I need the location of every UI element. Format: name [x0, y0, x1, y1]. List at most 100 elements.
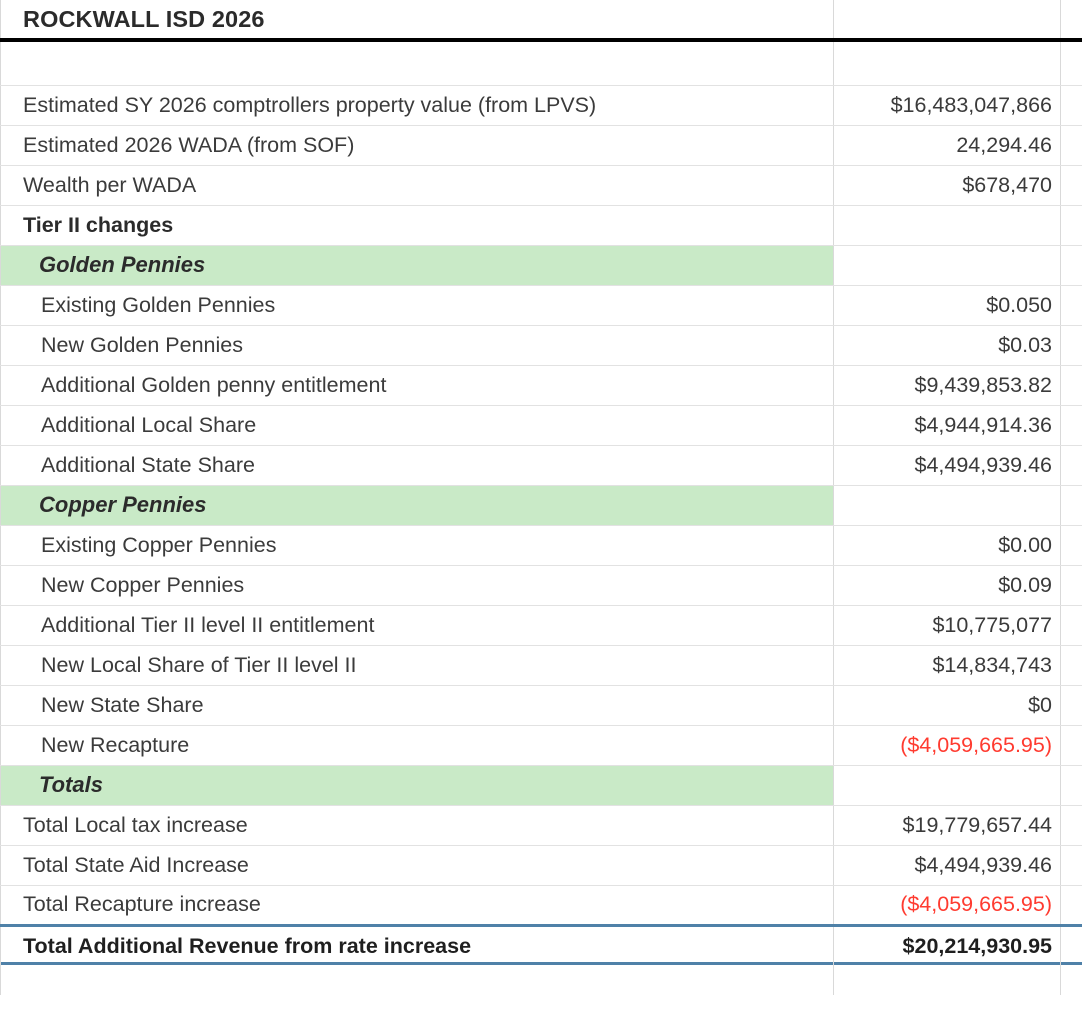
- row-value-cell[interactable]: $0.050: [833, 285, 1061, 326]
- table-row[interactable]: Existing Golden Pennies $0.050: [0, 285, 1082, 326]
- section-header-row[interactable]: Golden Pennies: [0, 245, 1082, 286]
- section-header-label[interactable]: Copper Pennies: [0, 485, 834, 526]
- row-tail-cell[interactable]: [1060, 85, 1082, 126]
- row-tail-cell[interactable]: [1060, 923, 1082, 965]
- row-label-cell[interactable]: Additional State Share: [0, 445, 834, 486]
- row-label-cell[interactable]: Additional Tier II level II entitlement: [0, 605, 834, 646]
- row-tail-cell[interactable]: [1060, 40, 1082, 86]
- row-tail-cell[interactable]: [1060, 165, 1082, 206]
- row-label-cell[interactable]: Additional Golden penny entitlement: [0, 365, 834, 406]
- table-row[interactable]: Estimated 2026 WADA (from SOF) 24,294.46: [0, 125, 1082, 166]
- table-row[interactable]: New Recapture ($4,059,665.95): [0, 725, 1082, 766]
- row-tail-cell[interactable]: [1060, 525, 1082, 566]
- row-label-cell[interactable]: [0, 965, 834, 995]
- row-tail-cell[interactable]: [1060, 0, 1082, 42]
- row-tail-cell[interactable]: [1060, 485, 1082, 526]
- row-value-cell[interactable]: $20,214,930.95: [833, 923, 1061, 965]
- row-value-cell[interactable]: [833, 0, 1061, 42]
- group-heading-row[interactable]: Tier II changes: [0, 205, 1082, 246]
- row-value-cell[interactable]: $678,470: [833, 165, 1061, 206]
- row-tail-cell[interactable]: [1060, 445, 1082, 486]
- table-row[interactable]: New Golden Pennies $0.03: [0, 325, 1082, 366]
- table-row[interactable]: Wealth per WADA $678,470: [0, 165, 1082, 206]
- row-tail-cell[interactable]: [1060, 405, 1082, 446]
- negative-value-cell[interactable]: ($4,059,665.95): [833, 725, 1061, 766]
- table-row[interactable]: Existing Copper Pennies $0.00: [0, 525, 1082, 566]
- row-value-cell[interactable]: $0.09: [833, 565, 1061, 606]
- row-label-cell[interactable]: New Golden Pennies: [0, 325, 834, 366]
- row-value-cell[interactable]: [833, 765, 1061, 806]
- row-value-cell[interactable]: [833, 485, 1061, 526]
- row-value-cell[interactable]: [833, 205, 1061, 246]
- section-header-label[interactable]: Totals: [0, 765, 834, 806]
- row-value-cell[interactable]: $9,439,853.82: [833, 365, 1061, 406]
- row-label-cell[interactable]: Total Additional Revenue from rate incre…: [0, 923, 834, 965]
- row-tail-cell[interactable]: [1060, 965, 1082, 995]
- row-value-cell[interactable]: $0.03: [833, 325, 1061, 366]
- row-label-cell[interactable]: New Copper Pennies: [0, 565, 834, 606]
- row-value-cell[interactable]: 24,294.46: [833, 125, 1061, 166]
- spacer-row[interactable]: [0, 40, 1082, 86]
- row-value-cell[interactable]: $4,494,939.46: [833, 845, 1061, 886]
- row-label-cell[interactable]: New State Share: [0, 685, 834, 726]
- row-label-cell[interactable]: New Local Share of Tier II level II: [0, 645, 834, 686]
- row-label-cell[interactable]: Total Local tax increase: [0, 805, 834, 846]
- row-label-cell[interactable]: Total State Aid Increase: [0, 845, 834, 886]
- grand-total-row[interactable]: Total Additional Revenue from rate incre…: [0, 923, 1082, 965]
- row-tail-cell[interactable]: [1060, 125, 1082, 166]
- section-header-row[interactable]: Totals: [0, 765, 1082, 806]
- row-label-cell[interactable]: Wealth per WADA: [0, 165, 834, 206]
- row-label-cell[interactable]: Existing Copper Pennies: [0, 525, 834, 566]
- table-row[interactable]: Additional State Share $4,494,939.46: [0, 445, 1082, 486]
- negative-value-cell[interactable]: ($4,059,665.95): [833, 885, 1061, 926]
- table-row[interactable]: Additional Golden penny entitlement $9,43…: [0, 365, 1082, 406]
- row-tail-cell[interactable]: [1060, 565, 1082, 606]
- table-row[interactable]: Estimated SY 2026 comptrollers property …: [0, 85, 1082, 126]
- row-value-cell[interactable]: $4,944,914.36: [833, 405, 1061, 446]
- table-row[interactable]: Additional Local Share $4,944,914.36: [0, 405, 1082, 446]
- row-tail-cell[interactable]: [1060, 285, 1082, 326]
- table-row[interactable]: New Copper Pennies $0.09: [0, 565, 1082, 606]
- table-row[interactable]: Total Recapture increase ($4,059,665.95): [0, 885, 1082, 926]
- row-tail-cell[interactable]: [1060, 845, 1082, 886]
- row-label-cell[interactable]: Existing Golden Pennies: [0, 285, 834, 326]
- row-tail-cell[interactable]: [1060, 205, 1082, 246]
- row-label-cell[interactable]: Tier II changes: [0, 205, 834, 246]
- page-title[interactable]: ROCKWALL ISD 2026: [0, 0, 834, 42]
- row-tail-cell[interactable]: [1060, 885, 1082, 926]
- row-value-cell[interactable]: [833, 245, 1061, 286]
- row-tail-cell[interactable]: [1060, 805, 1082, 846]
- section-header-label[interactable]: Golden Pennies: [0, 245, 834, 286]
- row-value-cell[interactable]: $4,494,939.46: [833, 445, 1061, 486]
- table-row[interactable]: New State Share $0: [0, 685, 1082, 726]
- row-value-cell[interactable]: [833, 40, 1061, 86]
- title-row[interactable]: ROCKWALL ISD 2026: [0, 0, 1082, 42]
- row-tail-cell[interactable]: [1060, 725, 1082, 766]
- row-tail-cell[interactable]: [1060, 325, 1082, 366]
- table-row[interactable]: Additional Tier II level II entitlement $…: [0, 605, 1082, 646]
- row-value-cell[interactable]: [833, 965, 1061, 995]
- trailing-blank-row[interactable]: [0, 965, 1082, 995]
- row-tail-cell[interactable]: [1060, 765, 1082, 806]
- row-value-cell[interactable]: $10,775,077: [833, 605, 1061, 646]
- row-value-cell[interactable]: $19,779,657.44: [833, 805, 1061, 846]
- row-value-cell[interactable]: $14,834,743: [833, 645, 1061, 686]
- row-label-cell[interactable]: [0, 40, 834, 86]
- row-tail-cell[interactable]: [1060, 245, 1082, 286]
- row-tail-cell[interactable]: [1060, 685, 1082, 726]
- row-label-cell[interactable]: Additional Local Share: [0, 405, 834, 446]
- row-value-cell[interactable]: $0.00: [833, 525, 1061, 566]
- table-row[interactable]: Total Local tax increase $19,779,657.44: [0, 805, 1082, 846]
- row-label-cell[interactable]: Estimated SY 2026 comptrollers property …: [0, 85, 834, 126]
- row-label-cell[interactable]: New Recapture: [0, 725, 834, 766]
- row-tail-cell[interactable]: [1060, 605, 1082, 646]
- section-header-row[interactable]: Copper Pennies: [0, 485, 1082, 526]
- row-tail-cell[interactable]: [1060, 365, 1082, 406]
- row-tail-cell[interactable]: [1060, 645, 1082, 686]
- row-value-cell[interactable]: $0: [833, 685, 1061, 726]
- row-label-cell[interactable]: Total Recapture increase: [0, 885, 834, 926]
- row-value-cell[interactable]: $16,483,047,866: [833, 85, 1061, 126]
- table-row[interactable]: New Local Share of Tier II level II $14,8…: [0, 645, 1082, 686]
- row-label-cell[interactable]: Estimated 2026 WADA (from SOF): [0, 125, 834, 166]
- table-row[interactable]: Total State Aid Increase $4,494,939.46: [0, 845, 1082, 886]
